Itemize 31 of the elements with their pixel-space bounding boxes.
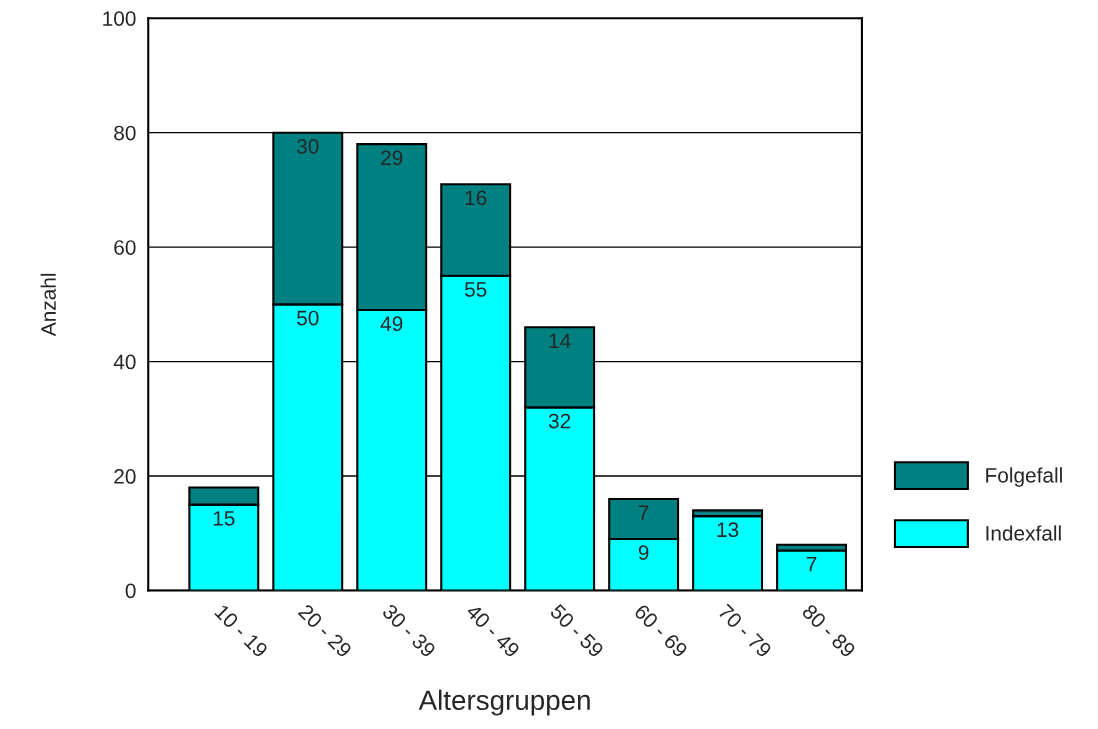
data-label: 55 (464, 282, 487, 297)
x-tick-label: 40 - 49 (465, 603, 521, 659)
data-label: 29 (381, 150, 403, 166)
x-tick-label: 50 - 59 (549, 603, 605, 659)
data-label: 30 (296, 138, 319, 154)
data-label: 15 (213, 511, 235, 526)
y-tick-label: 60 (114, 240, 136, 255)
y-tick-label: 0 (125, 583, 136, 599)
y-tick-label: 20 (114, 469, 136, 484)
data-label: 7 (638, 505, 649, 520)
data-label: 32 (548, 413, 571, 429)
x-tick-label: 20 - 29 (297, 603, 353, 659)
data-label: 16 (465, 190, 487, 206)
data-label: 50 (297, 310, 319, 326)
data-label: 14 (549, 333, 571, 349)
data-label: 9 (638, 545, 649, 561)
y-axis-title: Anzahl (40, 273, 56, 337)
x-tick-label: 30 - 39 (381, 603, 437, 659)
y-tick-label: 40 (113, 354, 136, 370)
x-tick-label: 60 - 69 (633, 603, 689, 659)
legend-label: Indexfall (986, 525, 1061, 541)
data-label: 13 (717, 522, 739, 538)
y-tick-label: 100 (103, 11, 136, 26)
y-tick-label: 80 (114, 125, 136, 141)
data-label: 49 (380, 316, 403, 332)
x-tick-label: 80 - 89 (801, 603, 857, 659)
data-label: 7 (806, 556, 817, 572)
x-tick-label: 10 - 19 (214, 603, 269, 659)
legend-label: Folgefall (986, 467, 1062, 487)
x-axis-title: Altersgruppen (418, 689, 590, 716)
x-tick-label: 70 - 79 (717, 603, 773, 659)
